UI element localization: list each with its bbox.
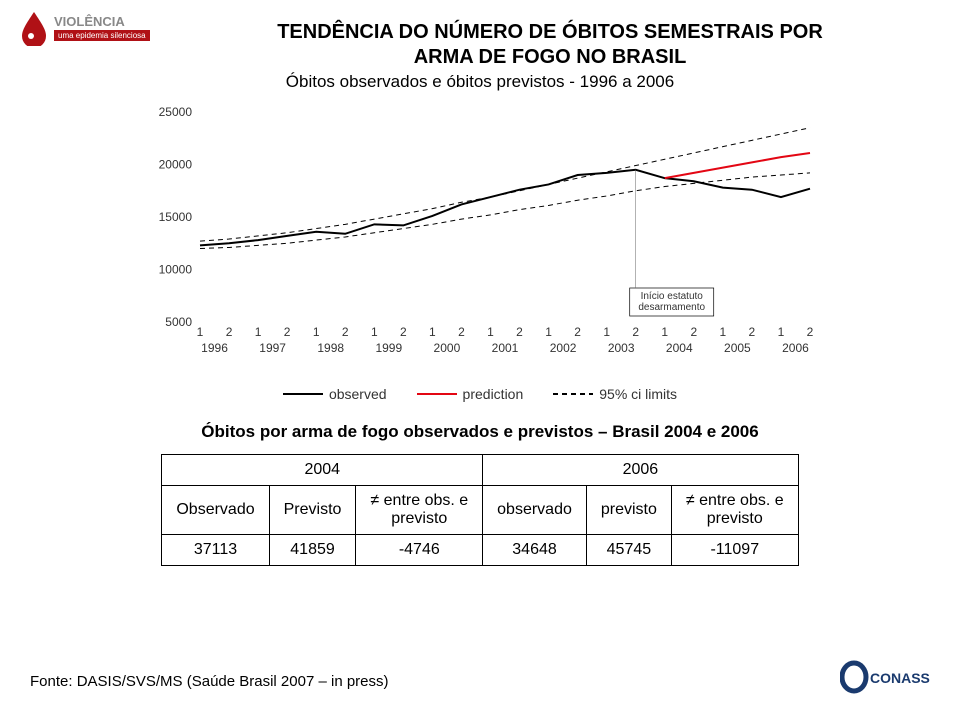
line-chart: 5000 10000 15000 20000 25000 1 2 1 2 1 2 1 2 1 2 1 2 1 2 1 2… bbox=[130, 102, 830, 402]
svg-text:1: 1 bbox=[371, 325, 378, 339]
page-title: TENDÊNCIA DO NÚMERO DE ÓBITOS SEMESTRAIS… bbox=[170, 20, 930, 70]
col-2: ≠ entre obs. eprevisto bbox=[356, 486, 483, 535]
subtitle: Óbitos observados e óbitos previstos - 1… bbox=[30, 72, 930, 92]
svg-text:2002: 2002 bbox=[550, 341, 577, 355]
svg-text:2: 2 bbox=[749, 325, 756, 339]
group-2006: 2006 bbox=[483, 455, 798, 486]
col-1: Previsto bbox=[269, 486, 356, 535]
svg-text:1999: 1999 bbox=[375, 341, 402, 355]
col-5: ≠ entre obs. eprevisto bbox=[671, 486, 798, 535]
cell-4: 45745 bbox=[586, 535, 671, 566]
group-2004: 2004 bbox=[162, 455, 483, 486]
drop-icon bbox=[20, 10, 48, 46]
svg-text:2: 2 bbox=[284, 325, 291, 339]
svg-text:Início estatuto: Início estatuto bbox=[641, 291, 704, 302]
svg-text:10000: 10000 bbox=[159, 263, 193, 277]
svg-text:1997: 1997 bbox=[259, 341, 286, 355]
title-line-1: TENDÊNCIA DO NÚMERO DE ÓBITOS SEMESTRAIS… bbox=[277, 21, 823, 43]
cell-0: 37113 bbox=[162, 535, 269, 566]
svg-text:2006: 2006 bbox=[782, 341, 809, 355]
svg-text:1: 1 bbox=[545, 325, 552, 339]
svg-text:2: 2 bbox=[342, 325, 349, 339]
cell-1: 41859 bbox=[269, 535, 356, 566]
svg-text:2: 2 bbox=[400, 325, 407, 339]
svg-text:2: 2 bbox=[516, 325, 523, 339]
table-title: Óbitos por arma de fogo observados e pre… bbox=[30, 422, 930, 442]
col-3: observado bbox=[483, 486, 587, 535]
svg-text:2: 2 bbox=[226, 325, 233, 339]
logo-tagline: uma epidemia silenciosa bbox=[54, 30, 150, 41]
svg-text:desarmamento: desarmamento bbox=[638, 302, 705, 313]
chart-container: 5000 10000 15000 20000 25000 1 2 1 2 1 2 1 2 1 2 1 2 1 2 1 2… bbox=[130, 102, 830, 382]
table-header-row: ObservadoPrevisto≠ entre obs. eprevistoo… bbox=[162, 486, 798, 535]
conass-text: CONASS bbox=[870, 670, 930, 686]
svg-text:1: 1 bbox=[661, 325, 668, 339]
logo-text: VIOLÊNCIA bbox=[54, 15, 150, 28]
cell-5: -11097 bbox=[671, 535, 798, 566]
svg-text:2: 2 bbox=[574, 325, 581, 339]
svg-text:2: 2 bbox=[632, 325, 639, 339]
cell-2: -4746 bbox=[356, 535, 483, 566]
svg-text:1: 1 bbox=[720, 325, 727, 339]
col-0: Observado bbox=[162, 486, 269, 535]
col-4: previsto bbox=[586, 486, 671, 535]
table-data-row: 3711341859-47463464845745-11097 bbox=[162, 535, 798, 566]
svg-text:1: 1 bbox=[487, 325, 494, 339]
data-table: 2004 2006 ObservadoPrevisto≠ entre obs. … bbox=[161, 454, 798, 566]
svg-text:2005: 2005 bbox=[724, 341, 751, 355]
conass-logo: CONASS bbox=[840, 659, 930, 700]
svg-text:20000: 20000 bbox=[159, 158, 193, 172]
source-text: Fonte: DASIS/SVS/MS (Saúde Brasil 2007 –… bbox=[30, 673, 389, 690]
svg-text:1: 1 bbox=[429, 325, 436, 339]
svg-text:1996: 1996 bbox=[201, 341, 228, 355]
svg-text:1: 1 bbox=[603, 325, 610, 339]
table-group-row: 2004 2006 bbox=[162, 455, 798, 486]
svg-text:2003: 2003 bbox=[608, 341, 635, 355]
svg-text:1: 1 bbox=[313, 325, 320, 339]
svg-text:2: 2 bbox=[690, 325, 697, 339]
svg-text:2004: 2004 bbox=[666, 341, 693, 355]
svg-text:15000: 15000 bbox=[159, 210, 193, 224]
title-line-2: ARMA DE FOGO NO BRASIL bbox=[414, 46, 687, 68]
svg-text:5000: 5000 bbox=[165, 315, 192, 329]
svg-text:1: 1 bbox=[197, 325, 204, 339]
cell-3: 34648 bbox=[483, 535, 587, 566]
svg-text:1998: 1998 bbox=[317, 341, 344, 355]
svg-text:2001: 2001 bbox=[492, 341, 519, 355]
svg-text:2: 2 bbox=[807, 325, 814, 339]
svg-text:1: 1 bbox=[778, 325, 785, 339]
svg-text:2: 2 bbox=[458, 325, 465, 339]
svg-text:25000: 25000 bbox=[159, 105, 193, 119]
svg-text:1: 1 bbox=[255, 325, 262, 339]
svg-text:2000: 2000 bbox=[434, 341, 461, 355]
logo: VIOLÊNCIA uma epidemia silenciosa bbox=[20, 10, 150, 46]
